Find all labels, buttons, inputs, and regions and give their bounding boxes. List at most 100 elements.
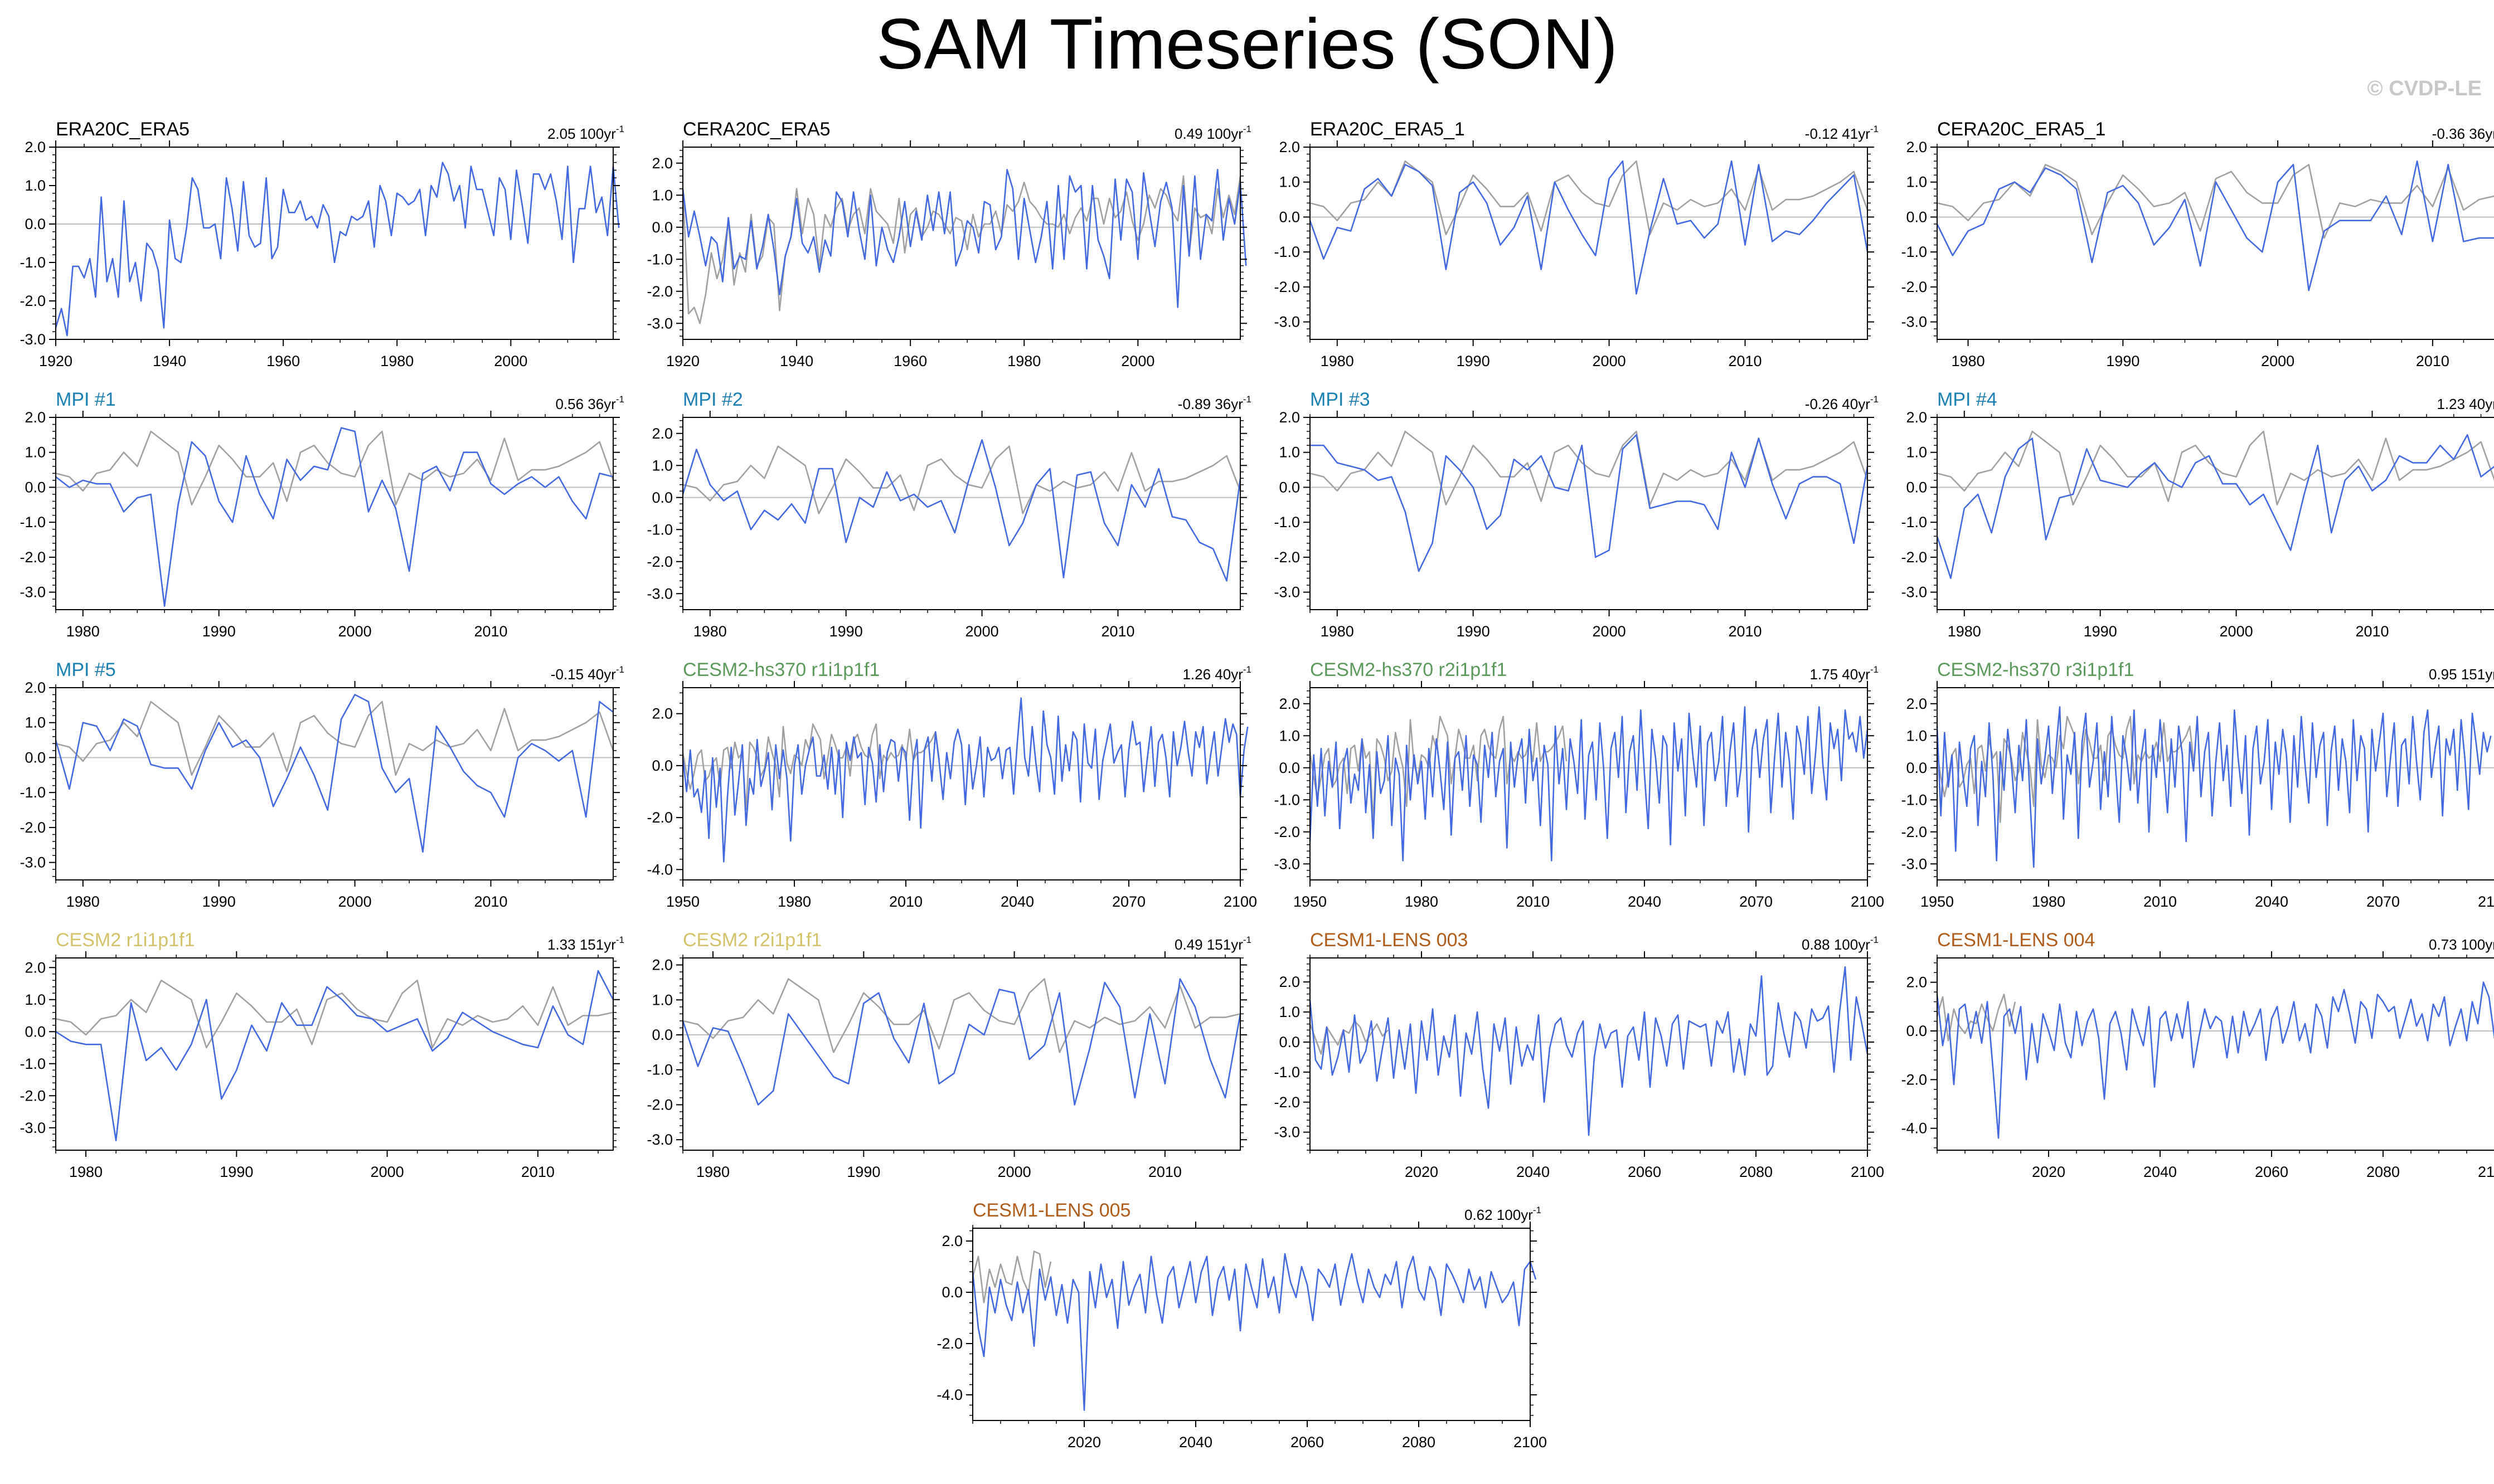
chart-panel: CESM1-LENS 004 0.73 100yr-1 2.0 0.0 -2.0 -4.0… bbox=[1893, 929, 2494, 1191]
trend-value: 2.05 bbox=[547, 125, 576, 142]
y-tick-label: -2.0 bbox=[1274, 549, 1300, 566]
y-tick-label: 1.0 bbox=[1906, 444, 1927, 461]
x-tick-label: 1990 bbox=[202, 893, 236, 910]
x-tick-label: 1990 bbox=[829, 623, 863, 640]
y-tick-label: 0.0 bbox=[652, 489, 673, 506]
chart-svg: 2.0 1.0 0.0 -1.0 -2.0 -3.0 1980 1990 2000 2010 bbox=[20, 409, 620, 640]
panel-title: CERA20C_ERA5 bbox=[683, 119, 831, 140]
y-tick-label: 1.0 bbox=[1279, 174, 1300, 191]
plot-frame bbox=[1937, 957, 2494, 1151]
chart-svg: 2.0 1.0 0.0 -1.0 -2.0 -3.0 1950 1980 2010 2040 207… bbox=[1901, 681, 2494, 910]
chart-svg: 2.0 1.0 0.0 -1.0 -2.0 -3.0 2020 2040 2060 2080 210… bbox=[1274, 951, 1884, 1180]
chart-svg: 2.0 0.0 -2.0 -4.0 2020 2040 2060 2080 2100 bbox=[937, 1222, 1547, 1451]
x-tick-label: 1980 bbox=[1321, 623, 1354, 640]
trend-exponent: -1 bbox=[1243, 935, 1251, 945]
observed-series-line bbox=[1309, 1020, 1389, 1055]
trend-unit: 36yr bbox=[1215, 396, 1243, 412]
trend-unit: 40yr bbox=[2469, 396, 2494, 412]
y-tick-label: 2.0 bbox=[1906, 409, 1927, 426]
y-tick-label: 1.0 bbox=[25, 991, 46, 1008]
y-tick-label: 2.0 bbox=[652, 425, 673, 442]
y-tick-label: 0.0 bbox=[25, 479, 46, 495]
y-tick-label: -3.0 bbox=[1274, 855, 1300, 872]
x-tick-label: 2080 bbox=[1402, 1434, 1435, 1451]
chart-svg: 2.0 1.0 0.0 -1.0 -2.0 -3.0 1980 1990 2000 2010 bbox=[647, 951, 1247, 1180]
trend-exponent: -1 bbox=[1870, 664, 1879, 675]
trend-unit: 36yr bbox=[2469, 125, 2494, 142]
trend-label: 0.62 100yr-1 bbox=[1464, 1201, 1541, 1224]
trend-label: 0.88 100yr-1 bbox=[1802, 931, 1879, 953]
chart-panel: MPI #5 -0.15 40yr-1 2.0 1.0 0.0 -1.0 -2.0 -3.0 1… bbox=[11, 659, 658, 921]
y-tick-label: -1.0 bbox=[1901, 791, 1927, 808]
x-tick-label: 2000 bbox=[998, 1164, 1031, 1180]
y-tick-label: 2.0 bbox=[1279, 139, 1300, 155]
observed-series-line bbox=[55, 700, 614, 776]
observed-series-line bbox=[682, 445, 1241, 514]
observed-series-line bbox=[972, 1251, 1052, 1303]
y-tick-label: 2.0 bbox=[652, 957, 673, 974]
trend-exponent: -1 bbox=[615, 394, 624, 405]
x-tick-label: 2000 bbox=[1593, 623, 1626, 640]
x-tick-label: 2000 bbox=[1593, 353, 1626, 369]
x-tick-label: 1980 bbox=[1007, 353, 1041, 369]
panel-title: CESM2 r1i1p1f1 bbox=[56, 930, 195, 951]
x-tick-label: 1990 bbox=[1457, 623, 1490, 640]
x-tick-label: 2010 bbox=[1101, 623, 1134, 640]
x-tick-label: 1950 bbox=[666, 893, 700, 910]
y-tick-label: 2.0 bbox=[25, 679, 46, 696]
x-tick-label: 2040 bbox=[2255, 893, 2288, 910]
panel-title: ERA20C_ERA5 bbox=[56, 119, 190, 140]
y-tick-label: -1.0 bbox=[647, 1062, 673, 1078]
y-tick-label: 2.0 bbox=[652, 705, 673, 722]
y-tick-label: -3.0 bbox=[20, 331, 46, 348]
chart-panel: CESM1-LENS 003 0.88 100yr-1 2.0 1.0 0.0 -1.0 -… bbox=[1265, 929, 1912, 1191]
trend-unit: 151yr bbox=[2461, 666, 2494, 683]
x-tick-label: 1980 bbox=[1321, 353, 1354, 369]
x-tick-label: 2010 bbox=[474, 893, 507, 910]
trend-exponent: -1 bbox=[1243, 124, 1251, 134]
y-tick-label: -1.0 bbox=[647, 251, 673, 267]
y-tick-label: 1.0 bbox=[1279, 1004, 1300, 1020]
plot-frame bbox=[682, 687, 1241, 880]
trend-label: -0.12 41yr-1 bbox=[1805, 120, 1879, 143]
y-tick-label: -3.0 bbox=[1274, 584, 1300, 601]
y-tick-label: -3.0 bbox=[647, 315, 673, 332]
chart-svg: 2.0 1.0 0.0 -1.0 -2.0 -3.0 1980 1990 2000 2010 bbox=[1901, 409, 2494, 640]
trend-exponent: -1 bbox=[1532, 1205, 1541, 1215]
trend-unit: 40yr bbox=[588, 666, 616, 683]
x-tick-label: 1980 bbox=[1948, 623, 1981, 640]
trend-value: -0.36 bbox=[2432, 125, 2466, 142]
observed-series-line bbox=[55, 979, 614, 1049]
chart-panel: CESM2 r2i1p1f1 0.49 151yr-1 2.0 1.0 0.0 -1.0 -… bbox=[638, 929, 1285, 1191]
x-tick-label: 1980 bbox=[66, 893, 100, 910]
chart-svg: 2.0 1.0 0.0 -1.0 -2.0 -3.0 1980 1990 2000 2010 bbox=[1274, 139, 1874, 369]
x-tick-label: 2000 bbox=[371, 1164, 404, 1180]
x-tick-label: 1990 bbox=[2106, 353, 2139, 369]
x-tick-label: 1940 bbox=[153, 353, 186, 369]
x-tick-label: 2040 bbox=[1628, 893, 1661, 910]
trend-value: 0.49 bbox=[1174, 936, 1203, 953]
x-tick-label: 1920 bbox=[666, 353, 700, 369]
y-tick-label: 2.0 bbox=[942, 1233, 963, 1249]
chart-svg: 2.0 0.0 -2.0 -4.0 1950 1980 2010 2040 2070 2100 bbox=[647, 681, 1257, 910]
x-tick-label: 2040 bbox=[2143, 1164, 2177, 1180]
y-tick-label: -2.0 bbox=[1901, 279, 1927, 295]
y-tick-label: -4.0 bbox=[1901, 1120, 1927, 1137]
y-tick-label: -2.0 bbox=[647, 1096, 673, 1113]
model-series-line bbox=[55, 694, 614, 853]
y-tick-label: 2.0 bbox=[1279, 974, 1300, 990]
trend-exponent: -1 bbox=[615, 124, 624, 134]
y-tick-label: 0.0 bbox=[1906, 479, 1927, 495]
y-tick-label: -1.0 bbox=[1274, 514, 1300, 531]
chart-panel: CESM2-hs370 r2i1p1f1 1.75 40yr-1 2.0 1.0 0.0… bbox=[1265, 659, 1912, 921]
x-tick-label: 1990 bbox=[1457, 353, 1490, 369]
x-tick-label: 1980 bbox=[380, 353, 414, 369]
chart-svg: 2.0 1.0 0.0 -1.0 -2.0 -3.0 1920 1940 1960 1980 200… bbox=[20, 139, 620, 369]
x-tick-label: 1990 bbox=[202, 623, 236, 640]
trend-value: 1.23 bbox=[2437, 396, 2466, 412]
y-tick-label: 0.0 bbox=[25, 1023, 46, 1040]
y-tick-label: 0.0 bbox=[1906, 208, 1927, 225]
chart-svg: 2.0 1.0 0.0 -1.0 -2.0 -3.0 1980 1990 2000 2010 bbox=[20, 679, 620, 910]
x-tick-label: 2010 bbox=[1728, 353, 1762, 369]
plot-frame bbox=[1937, 147, 2494, 340]
